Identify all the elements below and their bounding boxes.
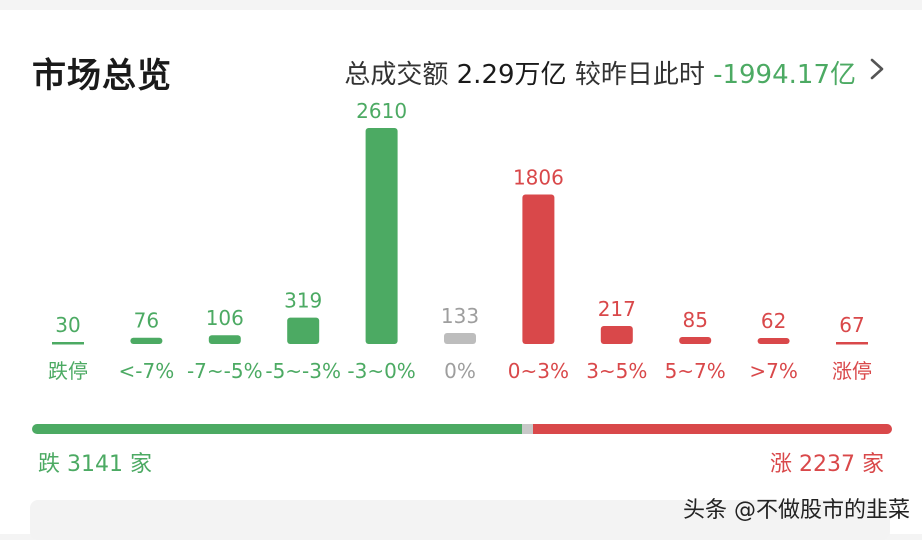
category-label: 3~5% bbox=[586, 359, 647, 383]
category-label: >7% bbox=[749, 359, 798, 383]
breadth-up-segment bbox=[532, 424, 892, 434]
turnover-value: 2.29万亿 bbox=[456, 60, 567, 90]
value-label: 76 bbox=[134, 309, 159, 333]
limit-marker bbox=[52, 342, 84, 345]
category-label: -5~-3% bbox=[265, 359, 341, 383]
bar-group: 76 <-7% bbox=[119, 309, 175, 383]
bar bbox=[208, 335, 241, 344]
turnover-summary[interactable]: 总成交额 2.29万亿 较昨日此时 -1994.17亿 bbox=[344, 54, 856, 91]
bar-group: 30 跌停 bbox=[48, 313, 88, 383]
bar bbox=[287, 317, 320, 344]
value-label: 1806 bbox=[513, 166, 564, 190]
bar-group: 106 -7~-5% bbox=[187, 306, 263, 383]
value-label: 133 bbox=[441, 304, 479, 328]
advancers-count: 涨 2237 家 bbox=[770, 452, 884, 477]
bar-group: 319 -5~-3% bbox=[265, 289, 341, 383]
category-label: -7~-5% bbox=[187, 359, 263, 383]
value-label: 67 bbox=[839, 313, 864, 337]
value-label: 2610 bbox=[356, 99, 407, 123]
watermark: 头条 @不做股市的韭菜 bbox=[683, 498, 910, 523]
bar-group: 85 5~7% bbox=[665, 308, 726, 383]
value-label: 30 bbox=[55, 313, 80, 337]
bar bbox=[679, 336, 712, 344]
breadth-down-segment bbox=[32, 424, 523, 434]
bar-group: 67 涨停 bbox=[832, 313, 872, 383]
category-label: 涨停 bbox=[832, 359, 872, 383]
bar-group: 62 >7% bbox=[749, 309, 798, 383]
compare-label: 较昨日此时 bbox=[574, 60, 705, 90]
category-label: 跌停 bbox=[48, 359, 88, 383]
value-label: 319 bbox=[284, 289, 322, 313]
page-title: 市场总览 bbox=[32, 56, 172, 96]
value-label: 217 bbox=[598, 297, 636, 321]
bar bbox=[757, 338, 790, 344]
chevron-right-icon[interactable] bbox=[862, 54, 892, 84]
bottom-panel bbox=[30, 500, 890, 540]
category-label: <-7% bbox=[119, 359, 175, 383]
bar-group: 217 3~5% bbox=[586, 297, 647, 383]
bar-group: 133 0% bbox=[441, 304, 479, 383]
bar bbox=[522, 194, 555, 344]
bar bbox=[600, 326, 633, 344]
category-label: 5~7% bbox=[665, 359, 726, 383]
category-label: -3~0% bbox=[347, 359, 415, 383]
value-label: 85 bbox=[682, 308, 707, 332]
bar-group: 2610 -3~0% bbox=[347, 99, 415, 383]
bar-group: 1806 0~3% bbox=[508, 166, 569, 383]
category-label: 0% bbox=[444, 359, 476, 383]
breadth-flat-segment bbox=[522, 424, 533, 434]
value-label: 106 bbox=[206, 306, 244, 330]
category-label: 0~3% bbox=[508, 359, 569, 383]
distribution-chart: 30 跌停 76 <-7% 106 -7~-5% 319 -5~-3% 2610 -3~0% 133… bbox=[48, 99, 872, 383]
compare-value: -1994.17亿 bbox=[713, 60, 856, 90]
value-label: 62 bbox=[761, 309, 786, 333]
market-overview-card: 市场总览 总成交额 2.29万亿 较昨日此时 -1994.17亿 bbox=[0, 10, 922, 534]
turnover-label: 总成交额 bbox=[344, 60, 449, 90]
bar bbox=[130, 337, 163, 344]
breadth-bar bbox=[32, 424, 892, 434]
bar bbox=[444, 332, 476, 344]
limit-marker bbox=[836, 342, 868, 345]
bar bbox=[365, 128, 398, 344]
decliners-count: 跌 3141 家 bbox=[38, 452, 152, 477]
